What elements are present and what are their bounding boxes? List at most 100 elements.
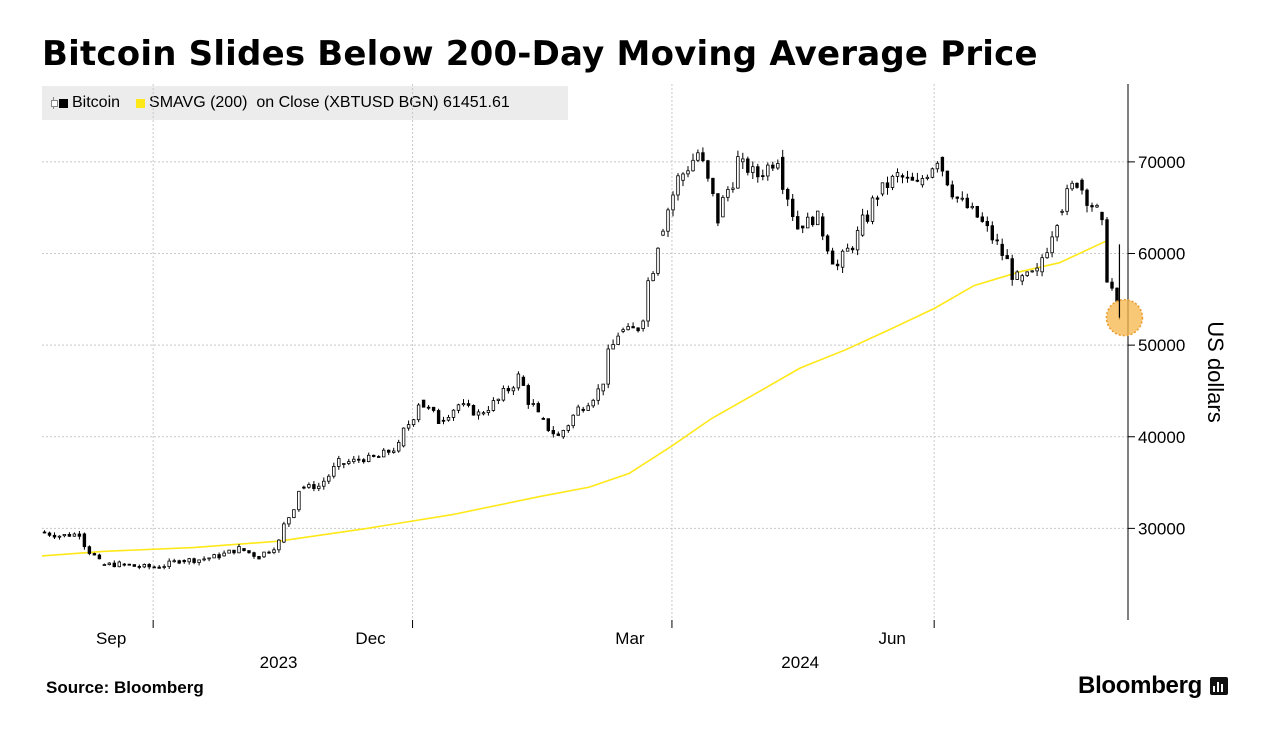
candle-body — [865, 214, 870, 222]
candle-body — [591, 399, 595, 407]
candle-body — [1030, 270, 1034, 273]
candle-body — [571, 414, 575, 427]
y-tick-label: 30000 — [1138, 519, 1185, 538]
candle-body — [1010, 258, 1014, 280]
candle-body — [312, 484, 316, 489]
candle-body — [746, 158, 750, 173]
candle-body — [606, 348, 610, 385]
candle-body — [736, 156, 740, 189]
candle-body — [426, 406, 431, 409]
candle-body — [840, 250, 845, 268]
candle-body — [107, 562, 111, 565]
candle-body — [641, 320, 645, 329]
y-tick-label: 70000 — [1138, 153, 1185, 172]
candle-body — [212, 554, 216, 559]
candle-body — [885, 182, 890, 189]
candle-body — [436, 410, 441, 425]
candle-body — [1020, 275, 1024, 282]
candle-body — [1090, 205, 1094, 208]
candle-body — [197, 559, 201, 563]
legend-label-bitcoin: Bitcoin — [72, 94, 121, 111]
candle-body — [995, 239, 999, 242]
candle-body — [282, 523, 286, 543]
candle-body — [1065, 188, 1069, 212]
candle-body — [601, 383, 605, 392]
candle-body — [451, 409, 456, 418]
candle-body — [62, 534, 67, 537]
candle-body — [526, 385, 530, 405]
candle-body — [611, 344, 615, 350]
candle-body — [327, 475, 331, 482]
candle-body — [970, 205, 974, 209]
candlestick-icon — [50, 97, 58, 109]
legend-swatch-bitcoin — [59, 98, 68, 108]
candle-body — [631, 326, 635, 329]
candle-body — [796, 216, 800, 230]
candle-body — [1015, 271, 1019, 280]
candle-body — [850, 247, 855, 251]
candle-body — [801, 225, 805, 229]
candle-body — [1100, 211, 1104, 221]
candle-body — [227, 549, 231, 554]
candle-body — [676, 175, 680, 196]
candle-body — [691, 159, 695, 172]
candle-body — [1110, 281, 1114, 289]
candle-body — [287, 517, 291, 525]
candle-body — [516, 373, 521, 389]
candle-body — [731, 187, 735, 190]
candle-body — [446, 416, 451, 421]
candle-body — [870, 197, 875, 222]
candle-body — [232, 549, 236, 554]
candle-body — [481, 412, 486, 415]
candle-body — [915, 179, 920, 182]
candle-body — [52, 534, 57, 538]
candle-body — [646, 280, 650, 322]
candle-body — [297, 490, 301, 511]
candle-body — [955, 196, 959, 199]
candle-body — [960, 197, 964, 200]
candle-body — [112, 562, 116, 568]
y-tick-label: 50000 — [1138, 336, 1185, 355]
candle-body — [386, 449, 391, 453]
candle-body — [202, 558, 206, 561]
candle-body — [576, 406, 580, 416]
candle-body — [172, 560, 176, 563]
candle-body — [721, 196, 725, 218]
candle-body — [965, 197, 969, 209]
candle-body — [1070, 182, 1074, 190]
candle-body — [536, 403, 540, 413]
series-smavg-line — [41, 239, 1109, 557]
y-tick-label: 40000 — [1138, 428, 1185, 447]
candle-body — [162, 566, 166, 568]
candle-body — [192, 558, 196, 563]
candle-body — [561, 429, 565, 438]
candle-body — [476, 411, 481, 416]
candle-body — [431, 406, 436, 411]
candle-body — [651, 272, 655, 282]
highlight-marker — [1105, 298, 1144, 337]
candle-body — [471, 404, 476, 416]
candle-body — [496, 398, 501, 402]
candle-body — [551, 429, 555, 435]
candle-body — [531, 403, 535, 405]
candle-body — [990, 225, 994, 241]
candle-body — [1075, 182, 1079, 188]
candle-body — [1005, 255, 1009, 260]
candle-body — [845, 247, 850, 252]
candle-body — [501, 387, 506, 401]
candle-body — [356, 458, 361, 461]
candle-body — [97, 554, 102, 560]
candle-body — [217, 554, 221, 559]
candle-body — [825, 235, 830, 252]
candle-body — [1045, 252, 1049, 259]
candle-body — [317, 485, 321, 489]
candle-body — [187, 558, 191, 563]
candle-body — [1040, 257, 1044, 273]
candle-body — [77, 533, 82, 537]
candle-body — [207, 557, 211, 560]
candle-body — [262, 551, 266, 558]
x-tick-label: Dec — [355, 629, 386, 648]
candle-body — [411, 419, 416, 426]
candle-body — [791, 198, 795, 217]
